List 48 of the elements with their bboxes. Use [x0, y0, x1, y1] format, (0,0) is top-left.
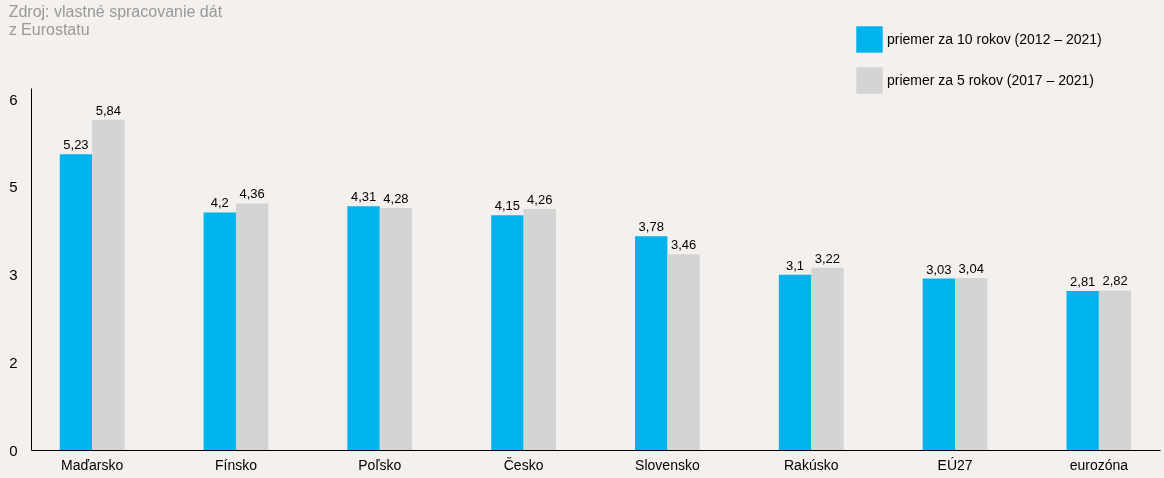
x-tick-label: Rakúsko [784, 456, 839, 473]
x-tick-label: Česko [503, 456, 544, 473]
x-tick-label: Slovensko [635, 456, 700, 473]
text: 2,82 [1102, 273, 1128, 289]
text: 3,46 [670, 237, 697, 253]
bar [59, 154, 93, 450]
bar [635, 236, 668, 450]
bar [778, 274, 812, 450]
y-tick-label: 0 [9, 441, 18, 459]
bar [955, 278, 988, 450]
text: 3,04 [958, 261, 984, 277]
text: 4,26 [527, 192, 553, 208]
text: 4,2 [210, 195, 229, 211]
bar [1066, 291, 1099, 450]
legend-label: priemer za 5 rokov (2017 – 2021) [887, 71, 1094, 88]
y-tick-label: 2 [9, 353, 18, 371]
legend-label: priemer za 10 rokov (2012 – 2021) [887, 30, 1102, 47]
x-tick-label: eurozóna [1069, 456, 1129, 473]
text: 3,78 [638, 219, 664, 235]
bar [235, 203, 269, 450]
bar [922, 278, 956, 450]
y-tick-label: 5 [9, 178, 18, 196]
text: 5,23 [63, 137, 89, 153]
text: 4,36 [239, 186, 265, 202]
bar [523, 209, 556, 450]
bar [811, 267, 844, 450]
text: 3,22 [814, 250, 841, 266]
bar [667, 254, 700, 450]
x-tick-label: EÚ27 [937, 456, 973, 473]
bar [92, 119, 125, 450]
y-tick-label: 3 [9, 266, 18, 284]
y-tick-label: 6 [9, 90, 18, 108]
x-tick-label: Poľsko [358, 456, 402, 473]
text: 4,28 [383, 190, 409, 206]
bar [1098, 290, 1132, 450]
x-tick-label: Maďarsko [60, 456, 124, 473]
text: 4,15 [494, 198, 521, 214]
text: 5,84 [95, 102, 121, 118]
text: 2,81 [1070, 274, 1096, 290]
bar [491, 215, 524, 450]
x-tick-label: Fínsko [214, 456, 258, 473]
text: 3,1 [786, 257, 805, 273]
text: 4,31 [350, 189, 377, 205]
text: 3,03 [926, 261, 952, 277]
bar [347, 206, 380, 450]
bar [203, 212, 236, 450]
text: Zdroj: vlastné spracovanie dát z Eurostatu [8, 3, 223, 38]
bar [379, 207, 413, 450]
